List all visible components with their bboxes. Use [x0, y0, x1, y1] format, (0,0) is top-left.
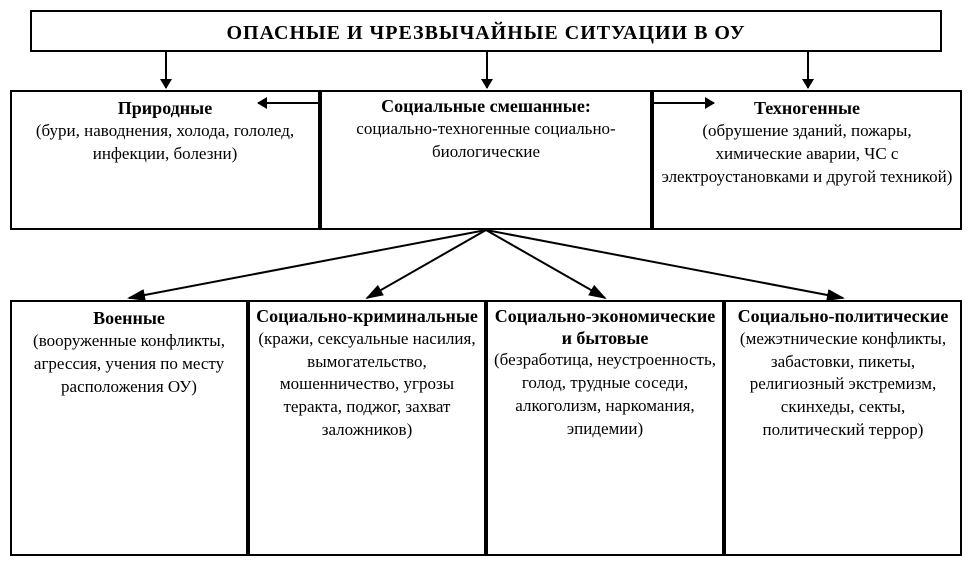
diagram-root: ОПАСНЫЕ И ЧРЕЗВЫЧАЙНЫЕ СИТУАЦИИ В ОУ При…: [10, 10, 962, 556]
economic-title: Социально-экономические и бытовые: [494, 306, 716, 349]
box-criminal: Социально-криминальные (кражи, сексуальн…: [248, 300, 486, 556]
criminal-body: (кражи, сексуальные насилия, вымогательс…: [256, 328, 478, 443]
political-body: (межэтнические конфликты, забастовки, пи…: [732, 328, 954, 443]
box-economic: Социально-экономические и бытовые (безра…: [486, 300, 724, 556]
diag-arrows: [10, 10, 962, 310]
political-title: Социально-политические: [732, 306, 954, 328]
military-body: (вооруженные конфликты, агрессия, учения…: [18, 330, 240, 399]
military-title: Военные: [18, 306, 240, 330]
box-military: Военные (вооруженные конфликты, агрессия…: [10, 300, 248, 556]
box-political: Социально-политические (межэтнические ко…: [724, 300, 962, 556]
criminal-title: Социально-криминальные: [256, 306, 478, 328]
economic-body: (безработица, неустроенность, голод, тру…: [494, 349, 716, 441]
